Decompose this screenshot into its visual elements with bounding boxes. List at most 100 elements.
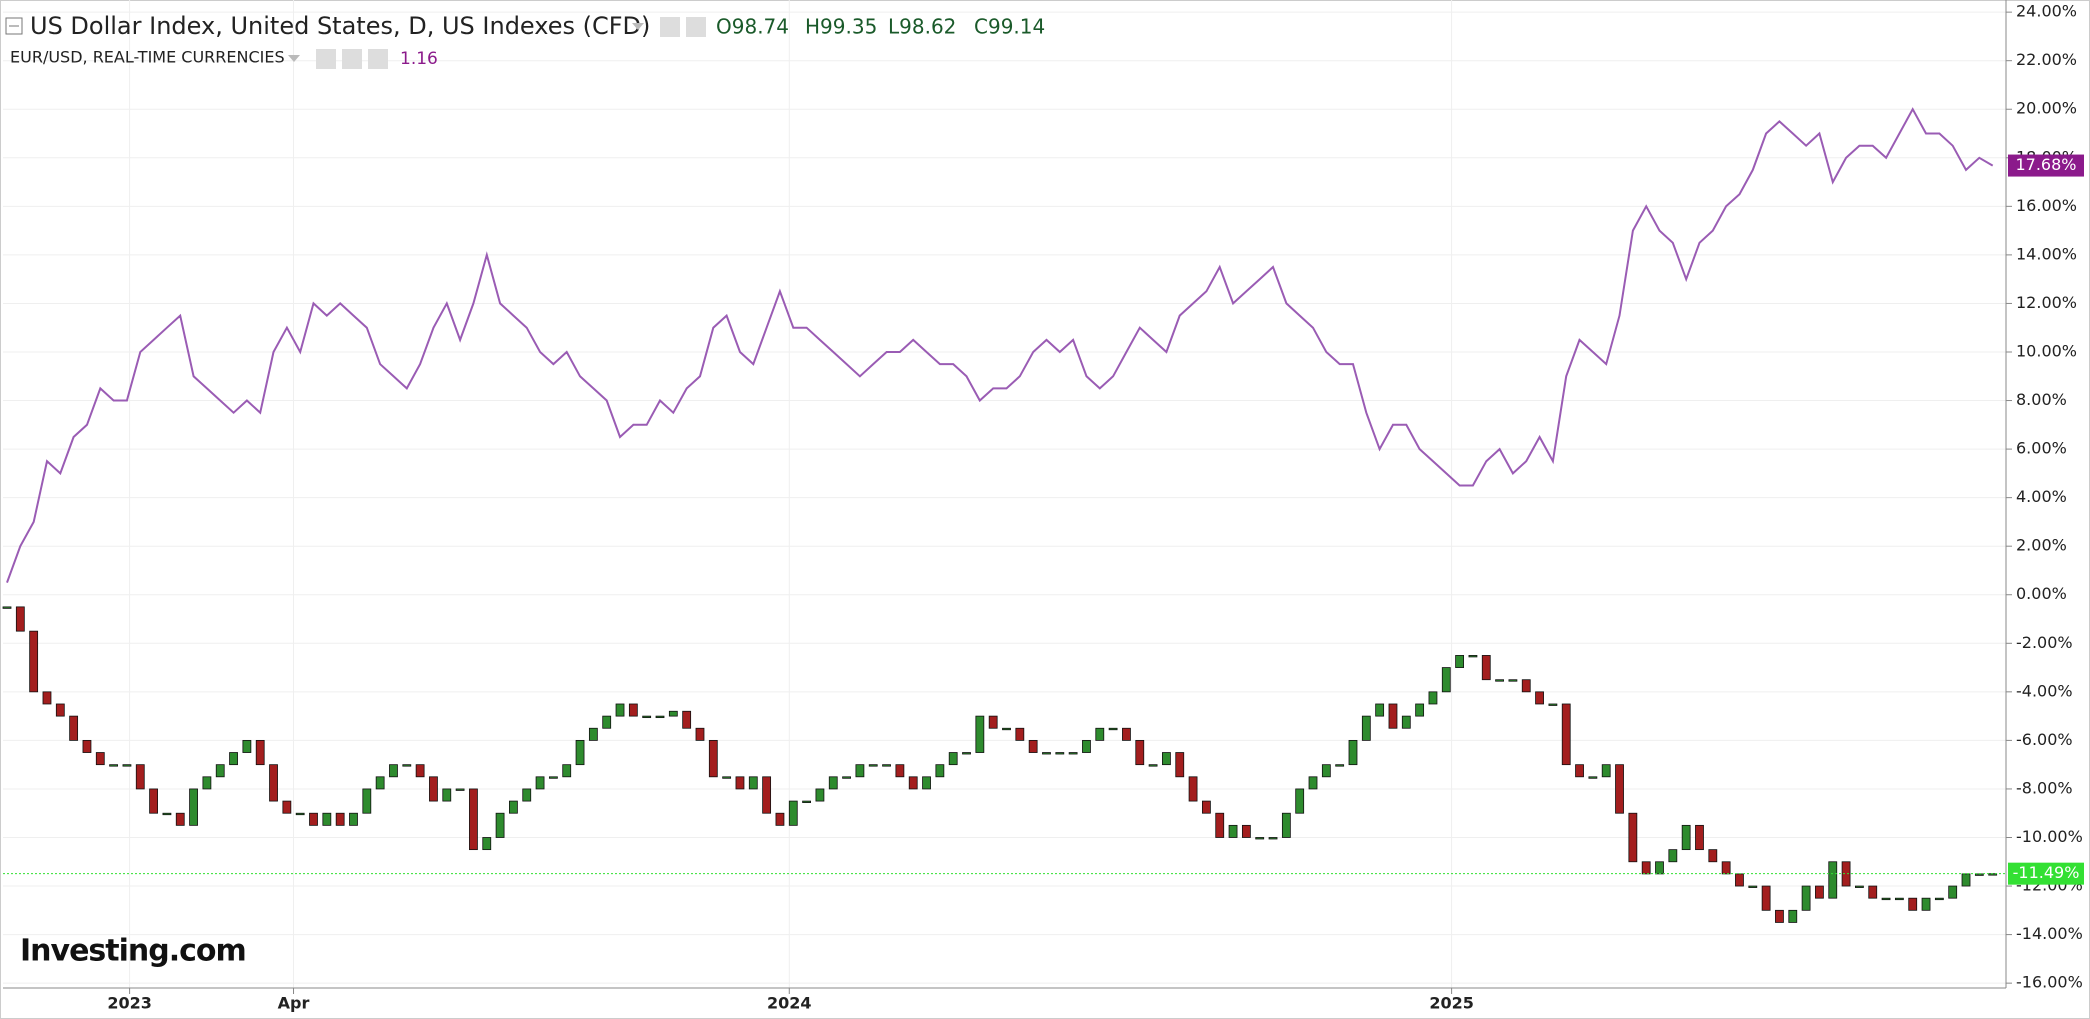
candle [815, 788, 825, 802]
candle [628, 703, 638, 717]
candle [1241, 824, 1251, 838]
y-tick-label: 16.00% [2016, 196, 2077, 215]
y-tick-label: -14.00% [2016, 924, 2083, 943]
candle [1481, 655, 1491, 681]
y-tick-label: -6.00% [2016, 730, 2073, 749]
candle [1841, 861, 1851, 887]
series-title: US Dollar Index, United States, D, US In… [30, 12, 650, 40]
candle [1748, 885, 1758, 888]
y-tick-label: 4.00% [2016, 487, 2067, 506]
y-tick-label: 12.00% [2016, 293, 2077, 312]
candle [482, 837, 492, 851]
candle [322, 812, 332, 826]
candle [1321, 764, 1331, 778]
candle [2, 606, 12, 609]
candle [215, 764, 225, 778]
candle [922, 776, 931, 790]
candle [135, 764, 145, 790]
candle [1721, 861, 1731, 875]
current-label: -11.49% [2013, 863, 2080, 882]
candle [1894, 897, 1904, 901]
candle [389, 764, 398, 778]
candle [1708, 849, 1718, 863]
candle [495, 812, 505, 838]
candle [1815, 885, 1824, 899]
candle [1055, 752, 1065, 755]
icon-settings[interactable] [686, 17, 706, 37]
candle [642, 715, 652, 719]
icon-settings[interactable] [316, 49, 336, 69]
candle [1521, 679, 1531, 693]
dropdown[interactable] [632, 23, 644, 30]
candle [1961, 873, 1971, 887]
candle [802, 800, 811, 803]
candle [175, 812, 185, 826]
grid [3, 0, 2006, 988]
last-price: 1.16 [400, 49, 438, 69]
collapse-icon[interactable] [5, 17, 23, 35]
candle [269, 764, 278, 802]
line [6, 107, 1994, 583]
candle [429, 776, 438, 802]
candle [1162, 752, 1171, 766]
candle [149, 788, 158, 814]
y-tick-label: 10.00% [2016, 341, 2077, 360]
candle [1441, 667, 1451, 693]
candle [1082, 739, 1091, 753]
marks [2, 107, 2006, 923]
candle [295, 812, 305, 816]
candle [55, 703, 65, 717]
candle [1934, 897, 1944, 901]
candle [895, 764, 905, 778]
y-tick-label: 22.00% [2016, 50, 2077, 69]
candle [1735, 873, 1744, 887]
candle [82, 739, 92, 753]
icon-settings[interactable] [660, 17, 680, 37]
candle [29, 630, 39, 693]
candle [1215, 812, 1225, 838]
candle [95, 752, 105, 766]
candle [1188, 776, 1198, 802]
ohlc-high: H99.35 [805, 15, 877, 39]
candle [975, 715, 985, 753]
candle [1095, 727, 1105, 741]
candle [162, 812, 172, 816]
candle [1268, 837, 1278, 840]
candle [1575, 764, 1584, 778]
candle [682, 710, 692, 729]
y-tick-label: -4.00% [2016, 681, 2073, 700]
icon-close[interactable] [368, 49, 388, 69]
candle [1255, 837, 1265, 840]
candle [1775, 909, 1784, 923]
dropdown[interactable] [288, 55, 300, 62]
candle [375, 776, 385, 790]
candle [282, 800, 292, 814]
candle [1228, 824, 1238, 838]
candle [1948, 885, 1958, 899]
candle [1108, 727, 1118, 731]
icon-settings[interactable] [342, 49, 362, 69]
candle [229, 752, 238, 766]
candle [42, 691, 52, 705]
candle [1788, 909, 1798, 923]
candle [935, 764, 945, 778]
candle [469, 788, 478, 851]
candle [588, 727, 598, 741]
candle [1641, 861, 1651, 875]
candle [1681, 824, 1691, 851]
y-tick-label: 2.00% [2016, 536, 2067, 555]
candle [1468, 655, 1478, 658]
candle [1801, 885, 1811, 911]
candle [69, 715, 79, 741]
candle [1695, 824, 1704, 851]
candle [189, 788, 198, 826]
candle [1401, 715, 1411, 729]
candle [1348, 739, 1358, 766]
candle [535, 776, 545, 790]
candle [1388, 703, 1398, 729]
candle [1361, 715, 1371, 741]
candle [1921, 897, 1931, 911]
candle [1761, 885, 1771, 911]
candle [122, 764, 132, 767]
candle [855, 764, 865, 778]
